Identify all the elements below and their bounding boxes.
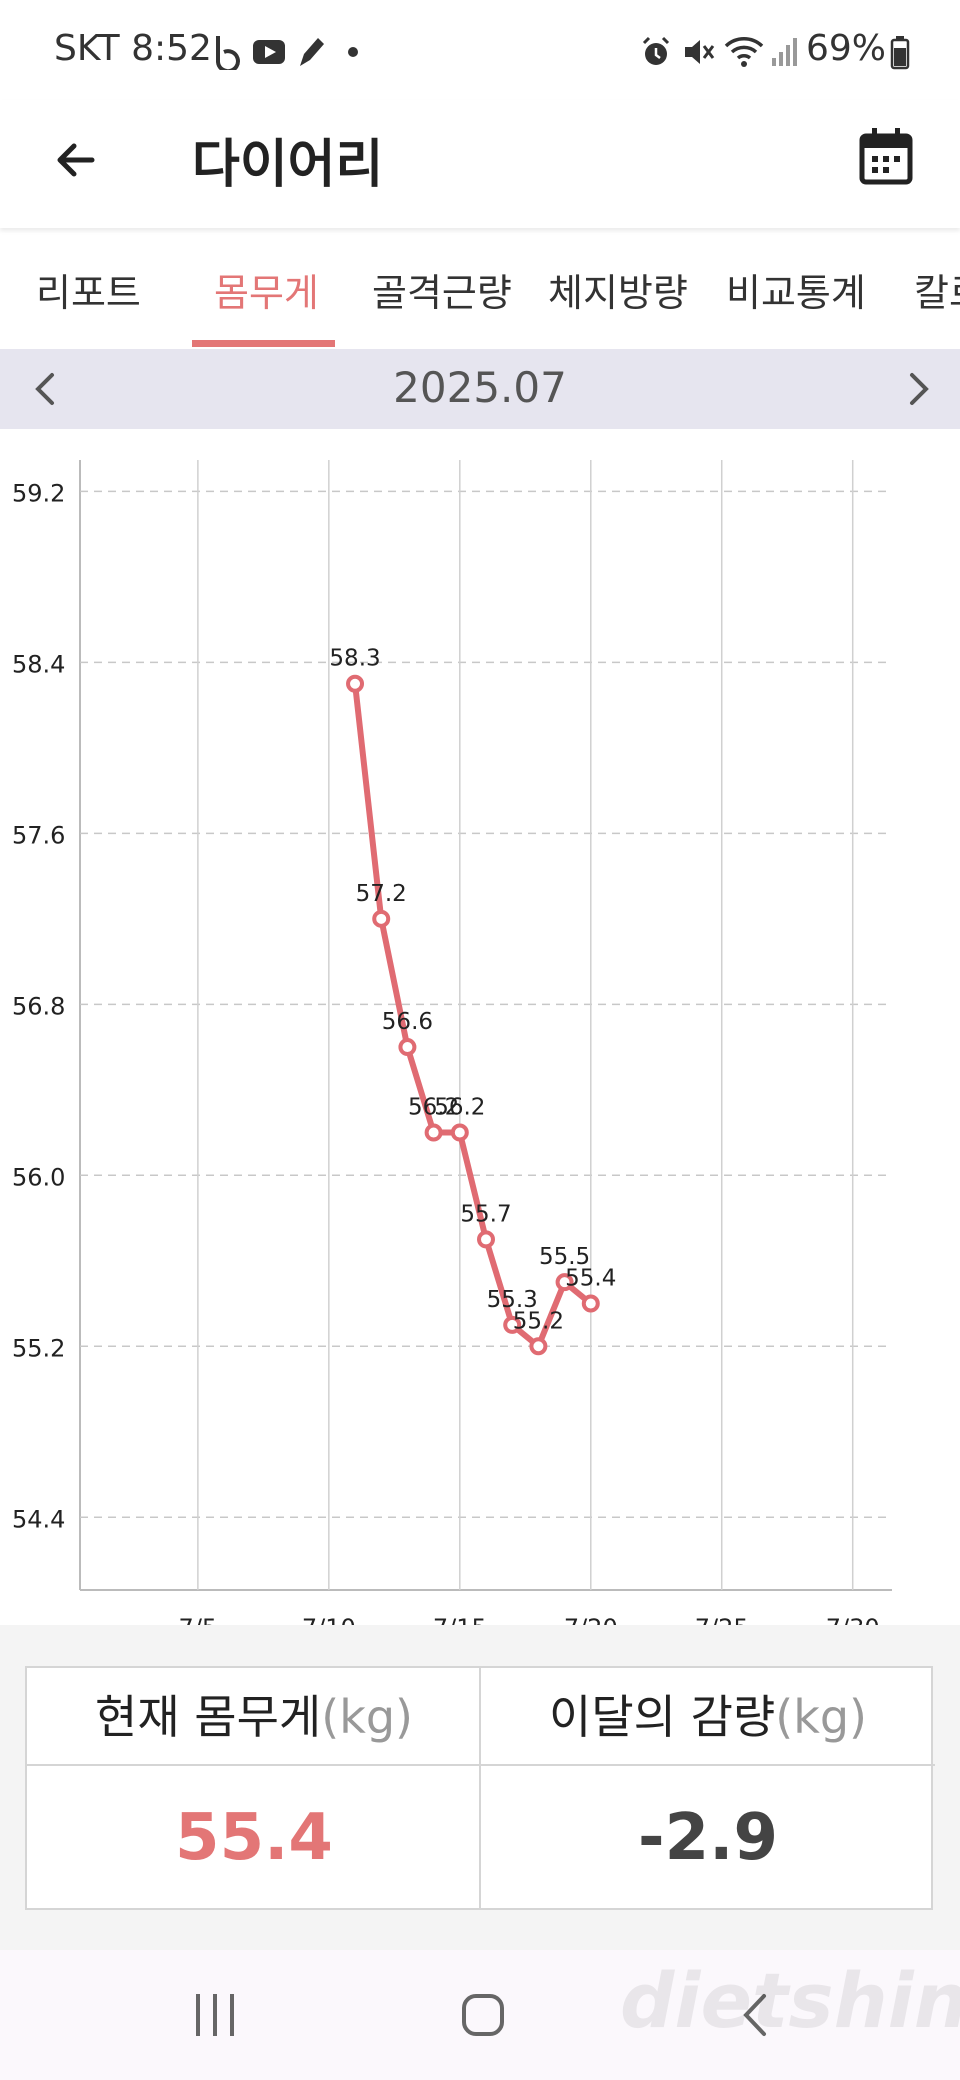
data-label: 56.6 (382, 1009, 433, 1035)
tab-comparison[interactable]: 비교통계 (726, 271, 866, 315)
tab-report[interactable]: 리포트 (36, 271, 141, 315)
summary-divider (479, 1668, 481, 1908)
monthly-loss-header: 이달의 감량(kg) (481, 1668, 935, 1766)
battery-percent: 69% (806, 28, 887, 69)
weight-chart: 54.4 55.2 56.0 56.8 57.6 58.4 59.2 7/5 7/10 7/15 7… (0, 430, 960, 1625)
data-label: 55.7 (460, 1201, 511, 1227)
x-tick-label: 7/10 (302, 1614, 356, 1625)
y-tick-label: 59.2 (12, 479, 65, 507)
x-tick-label: 7/30 (826, 1614, 880, 1625)
wifi-icon (724, 37, 764, 67)
active-tab-indicator (192, 340, 335, 347)
data-point (346, 674, 365, 693)
monthly-loss-unit: (kg) (775, 1690, 867, 1744)
band-app-icon (216, 36, 240, 70)
data-label: 56.2 (408, 1095, 459, 1121)
data-point (529, 1337, 548, 1356)
prev-month-button[interactable] (24, 367, 68, 411)
tab-skeletal-muscle[interactable]: 골격근량 (372, 271, 512, 315)
y-tick-label: 56.8 (12, 992, 65, 1020)
weight-series-line (352, 683, 593, 1350)
x-tick-label: 7/25 (695, 1614, 749, 1625)
y-tick-label: 56.0 (12, 1163, 65, 1191)
month-label: 2025.07 (393, 363, 567, 412)
tab-calories[interactable]: 칼로 (914, 271, 960, 315)
x-tick-label: 7/5 (179, 1614, 218, 1625)
pen-app-icon (300, 38, 324, 66)
back-button[interactable] (44, 128, 108, 192)
tab-bar: 리포트 몸무게 골격근량 체지방량 비교통계 칼로 (0, 232, 960, 347)
y-tick-label: 58.4 (12, 650, 65, 678)
current-weight-unit: (kg) (321, 1690, 413, 1744)
monthly-loss-label: 이달의 감량 (549, 1690, 776, 1744)
data-point (555, 1273, 574, 1292)
back-nav-button[interactable] (736, 1990, 776, 2040)
summary-section: 현재 몸무게(kg) 이달의 감량(kg) 55.4 -2.9 (0, 1625, 960, 1950)
home-button[interactable] (460, 1990, 506, 2040)
status-bar: SKT 8:52 69% (0, 0, 960, 100)
data-label: 55.3 (487, 1287, 538, 1313)
data-point (581, 1294, 600, 1313)
system-nav-bar (0, 1950, 960, 2080)
data-point (477, 1230, 495, 1249)
x-tick-label: 7/15 (433, 1614, 487, 1625)
y-tick-label: 54.4 (12, 1505, 65, 1533)
mute-icon (685, 40, 715, 64)
data-label: 55.2 (513, 1308, 564, 1334)
data-label: 55.5 (539, 1244, 590, 1270)
tab-body-fat[interactable]: 체지방량 (548, 271, 688, 315)
data-label: 55.4 (565, 1266, 616, 1292)
app-header: 다이어리 (0, 100, 960, 228)
battery-icon (890, 36, 910, 70)
notification-dot-icon (348, 47, 358, 57)
tab-weight[interactable]: 몸무게 (214, 271, 319, 315)
x-tick-label: 7/20 (564, 1614, 618, 1625)
summary-table: 현재 몸무게(kg) 이달의 감량(kg) 55.4 -2.9 (25, 1666, 935, 1910)
data-label: 56.2 (434, 1095, 485, 1121)
current-weight-header: 현재 몸무게(kg) (27, 1668, 481, 1766)
y-tick-label: 55.2 (12, 1334, 65, 1362)
data-point (503, 1315, 522, 1334)
page-title: 다이어리 (192, 135, 384, 195)
recent-apps-button[interactable] (190, 1990, 240, 2040)
weight-line-chart: 54.4 55.2 56.0 56.8 57.6 58.4 59.2 7/5 7/10 7/15 7… (12, 460, 892, 1625)
month-navigator: 2025.07 (0, 349, 960, 429)
current-weight-label: 현재 몸무게 (95, 1690, 322, 1744)
y-tick-label: 57.6 (12, 821, 65, 849)
data-point (372, 909, 391, 928)
carrier-time: SKT 8:52 (54, 28, 212, 69)
signal-icon (772, 38, 797, 66)
current-weight-value: 55.4 (175, 1801, 333, 1875)
next-month-button[interactable] (896, 367, 940, 411)
data-label: 57.2 (356, 881, 407, 907)
watermark-logo: dietshin.com (620, 1956, 960, 2045)
data-point (424, 1123, 443, 1142)
data-point (398, 1038, 417, 1057)
calendar-button[interactable] (858, 124, 914, 188)
alarm-icon (642, 36, 670, 65)
monthly-loss-value: -2.9 (638, 1801, 778, 1875)
youtube-icon (253, 40, 285, 64)
data-point (450, 1123, 469, 1142)
data-label: 58.3 (329, 646, 380, 672)
